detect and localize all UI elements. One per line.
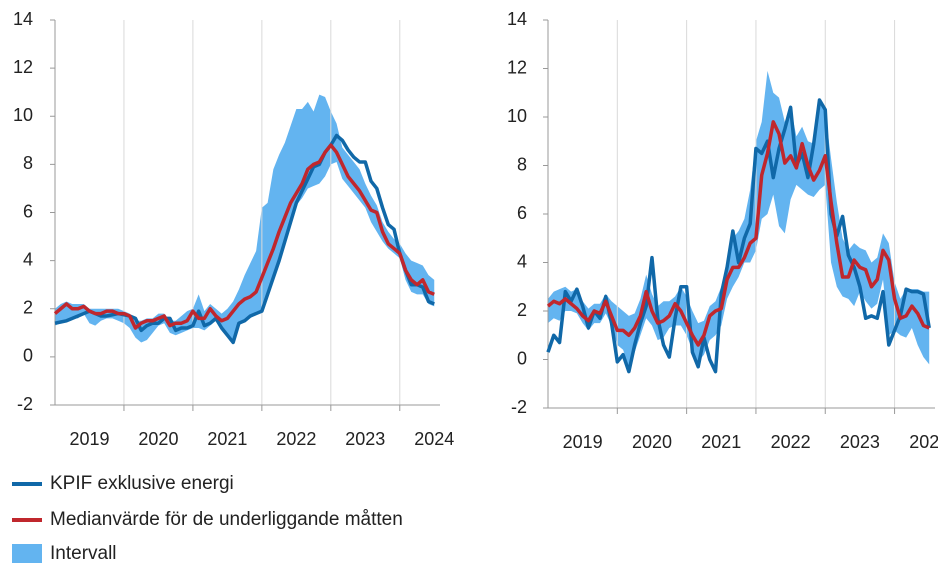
x-tick-label: 2019 [69,429,109,449]
series-line [546,98,931,374]
y-tick-label: 12 [507,57,527,77]
y-tick-label: 4 [23,249,33,269]
y-tick-label: 4 [517,251,527,271]
y-tick-label: 6 [23,201,33,221]
legend-label: KPIF exklusive energi [50,473,234,494]
x-tick-label: 2023 [345,429,385,449]
y-tick-label: -2 [17,394,33,414]
x-tick-label: 2022 [771,432,811,452]
x-tick-label: 2020 [138,429,178,449]
x-tick-label: 2024 [414,429,454,449]
series-line [53,143,435,330]
y-tick-label: 10 [13,105,33,125]
y-tick-label: 8 [23,153,33,173]
x-tick-label: 2024 [909,432,938,452]
x-tick-label: 2023 [840,432,880,452]
y-tick-label: 10 [507,106,527,126]
x-tick-label: 2019 [563,432,603,452]
y-tick-label: 14 [13,9,33,29]
series-line [546,120,930,347]
y-tick-label: 12 [13,57,33,77]
y-tick-label: -2 [511,397,527,417]
x-tick-label: 2020 [632,432,672,452]
y-tick-label: 14 [507,9,527,29]
x-tick-label: 2022 [276,429,316,449]
y-tick-label: 0 [23,346,33,366]
x-tick-label: 2021 [701,432,741,452]
x-tick-label: 2021 [207,429,247,449]
legend-label: Medianvärde för de underliggande måtten [50,509,403,530]
y-tick-label: 6 [517,203,527,223]
y-tick-label: 8 [517,154,527,174]
y-tick-label: 2 [23,298,33,318]
y-tick-label: 0 [517,348,527,368]
legend-label: Intervall [50,543,117,563]
legend-swatch [12,544,42,563]
y-tick-label: 2 [517,300,527,320]
interval-band [548,70,930,367]
